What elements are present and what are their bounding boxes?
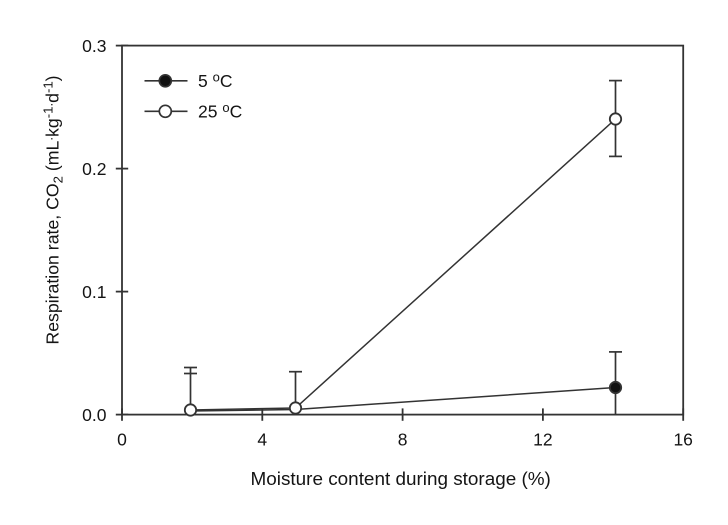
- svg-text:12: 12: [533, 429, 552, 449]
- svg-text:Moisture content during storag: Moisture content during storage (%): [251, 469, 551, 490]
- svg-text:0.3: 0.3: [82, 36, 106, 56]
- svg-text:4: 4: [257, 429, 267, 449]
- svg-text:0.2: 0.2: [82, 159, 106, 179]
- svg-text:0: 0: [117, 429, 127, 449]
- svg-text:5 oC: 5 oC: [198, 70, 232, 92]
- svg-text:8: 8: [398, 429, 408, 449]
- svg-text:16: 16: [673, 429, 692, 449]
- svg-text:25 oC: 25 oC: [198, 100, 242, 122]
- svg-text:Respiration rate, CO2 (mL.kg-1: Respiration rate, CO2 (mL.kg-1.d-1): [41, 75, 66, 344]
- svg-text:0.0: 0.0: [82, 405, 107, 425]
- svg-text:0.1: 0.1: [82, 282, 106, 302]
